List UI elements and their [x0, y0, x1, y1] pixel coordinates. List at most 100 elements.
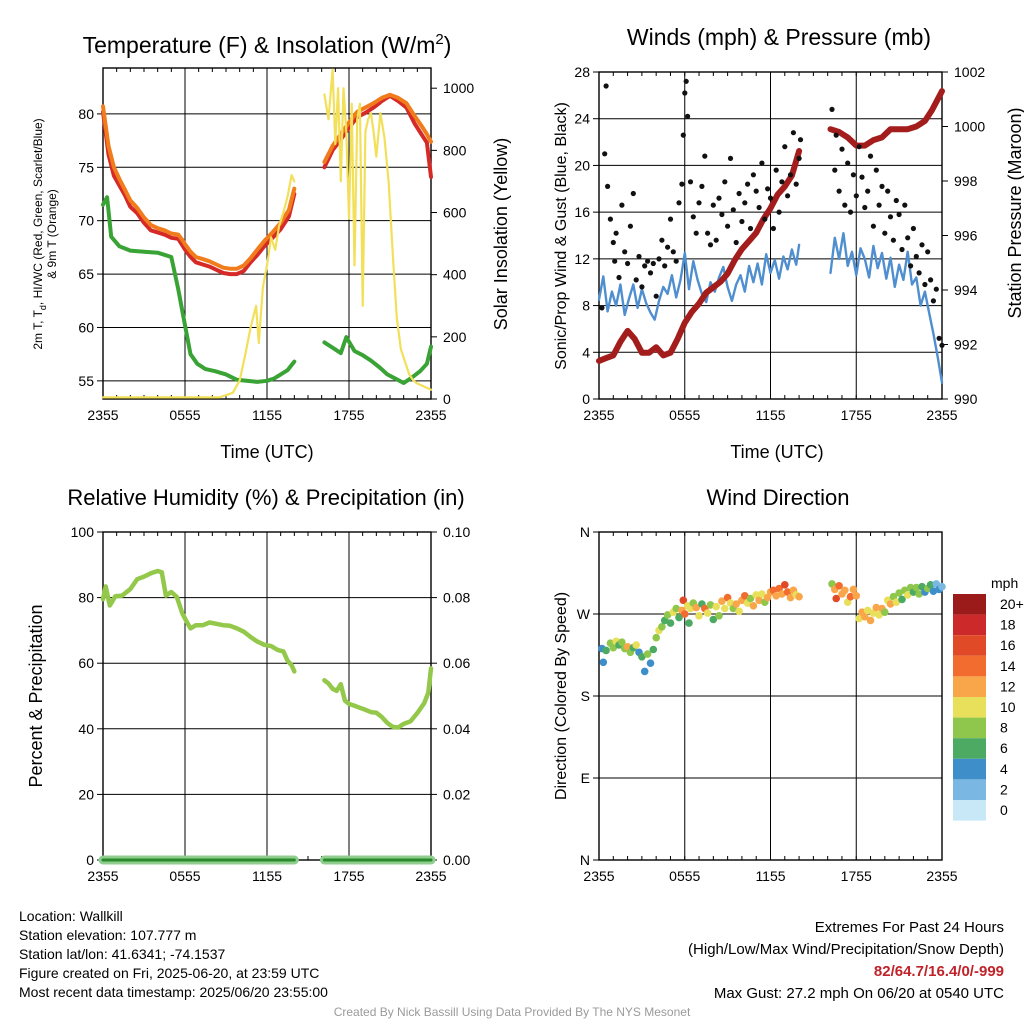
wind-gust-point — [753, 188, 759, 194]
dir-point — [666, 619, 675, 627]
wind-gust-point — [607, 216, 614, 222]
wind-ytick-label: 0 — [582, 391, 590, 407]
extremes-panel: Extremes For Past 24 Hours (High/Low/Max… — [688, 917, 1004, 1005]
dir-point — [926, 581, 935, 589]
wind-gust-point — [793, 181, 799, 187]
dir-legend: mph 20+ 18 16 14 12 10 8 6 4 2 0 — [953, 575, 1024, 821]
wind-gust-point — [665, 244, 671, 250]
wind-xaxis-label: Time (UTC) — [730, 442, 823, 462]
wind-gust-point — [936, 335, 942, 341]
wind-gust-point — [619, 202, 625, 208]
dir-point — [675, 613, 683, 622]
temp-y2tick-label: 200 — [443, 329, 467, 345]
wind-gust-point — [625, 260, 631, 267]
wind-gust-point — [832, 167, 838, 173]
temp-ytick-label: 60 — [78, 319, 94, 335]
wind-gust-point — [859, 174, 865, 180]
legend-swatch — [953, 779, 986, 800]
temp-title-sup: 2 — [435, 31, 443, 48]
wind-gust-point — [756, 204, 762, 211]
wind-gust-point — [673, 258, 679, 264]
legend-swatch — [953, 655, 986, 677]
dir-point — [663, 611, 672, 619]
legend-label: 16 — [1000, 637, 1016, 653]
wind-y2tick-label: 994 — [954, 282, 978, 298]
dir-point — [703, 609, 712, 617]
dir-point — [618, 638, 626, 646]
dir-point — [903, 591, 912, 599]
wind-gust-point — [833, 132, 839, 138]
rh-y2tick-label: 0.10 — [443, 524, 470, 540]
wind-gust-point — [719, 211, 725, 218]
wind-gust-point — [742, 200, 748, 206]
dir-point — [781, 581, 789, 589]
wind-gust-point — [922, 281, 928, 288]
max-gust-label: Max Gust: 27.2 mph On 06/20 at 0540 UTC — [713, 985, 1004, 1002]
dir-point — [863, 606, 872, 615]
temp-ytick-label: 70 — [78, 213, 94, 229]
rh-title: Relative Humidity (%) & Precipitation (i… — [67, 485, 464, 510]
dir-ytick-label: N — [580, 524, 590, 540]
temp-xtick-label: 0555 — [169, 407, 200, 423]
wind-gust-point — [882, 230, 888, 236]
dir-yaxis-label: Direction (Colored By Speed) — [553, 592, 570, 800]
wind-gust-point — [636, 253, 642, 260]
elevation-label: Station elevation: 107.777 m — [19, 927, 197, 943]
wind-gust-point — [930, 298, 937, 304]
rh-series-line — [100, 568, 297, 674]
wind-gust-point — [659, 237, 665, 243]
temp-xaxis-label: Time (UTC) — [220, 442, 313, 462]
dir-point — [609, 643, 618, 652]
temp-xtick-label: 1755 — [333, 407, 364, 423]
dir-point — [649, 645, 658, 654]
temp-series-line — [101, 195, 297, 384]
legend-swatch — [953, 738, 986, 759]
wind-gust-point — [680, 132, 686, 138]
legend-label: 4 — [1000, 761, 1008, 777]
dir-point — [643, 650, 652, 658]
dir-ytick-label: W — [577, 606, 591, 622]
wind-gust-point — [662, 263, 668, 269]
extremes-title: Extremes For Past 24 Hours — [814, 919, 1004, 936]
wind-gust-point — [676, 200, 682, 206]
dir-point — [706, 601, 715, 609]
wind-gust-point — [790, 130, 797, 136]
dir-xtick-label: 0555 — [669, 868, 700, 884]
wind-gust-point — [913, 253, 919, 260]
wind-y2tick-label: 996 — [954, 228, 978, 244]
wind-gust-point — [622, 249, 628, 255]
temp-y2tick-label: 0 — [443, 391, 451, 407]
wind-ytick-label: 20 — [574, 157, 590, 173]
dir-point — [841, 586, 849, 595]
wind-gust-point — [736, 190, 742, 197]
wind-gust-point — [685, 113, 691, 119]
wind-gust-point — [747, 225, 754, 232]
temp-y2tick-label: 800 — [443, 142, 467, 158]
wind-gust-point — [739, 218, 745, 225]
temp-frame: 2355 0555 1155 1755 235555606570758002004006… — [78, 67, 474, 423]
dir-point — [715, 612, 723, 620]
dir-ytick-label: E — [581, 770, 590, 786]
dir-point — [915, 590, 923, 598]
dir-point — [849, 585, 858, 594]
dir-xtick-label: 2355 — [583, 868, 614, 884]
wind-gust-point — [633, 277, 639, 283]
wind-gust-point — [645, 258, 651, 264]
wind-gust-point — [679, 181, 685, 187]
legend-swatch — [953, 717, 986, 739]
temp-yaxis-label: 2m T, Td, HI/WC (Red, Green, Scarlet/Blu… — [31, 118, 48, 349]
legend-swatch — [953, 800, 986, 821]
wind-gust-point — [647, 270, 654, 276]
temp-series-line — [322, 92, 433, 164]
rh-xtick-label: 1155 — [252, 868, 282, 884]
dir-point — [672, 604, 680, 613]
dir-point — [632, 641, 640, 649]
legend-swatch — [953, 676, 986, 697]
wind-gust-point — [785, 193, 791, 199]
dir-point — [758, 590, 766, 598]
dir-point — [718, 597, 726, 605]
wind-gust-point — [836, 188, 842, 194]
dir-xtick-label: 1155 — [755, 868, 785, 884]
temp-title-main: Temperature (F) & Insolation (W/m — [83, 32, 436, 58]
wind-xtick-label: 0555 — [669, 407, 700, 423]
